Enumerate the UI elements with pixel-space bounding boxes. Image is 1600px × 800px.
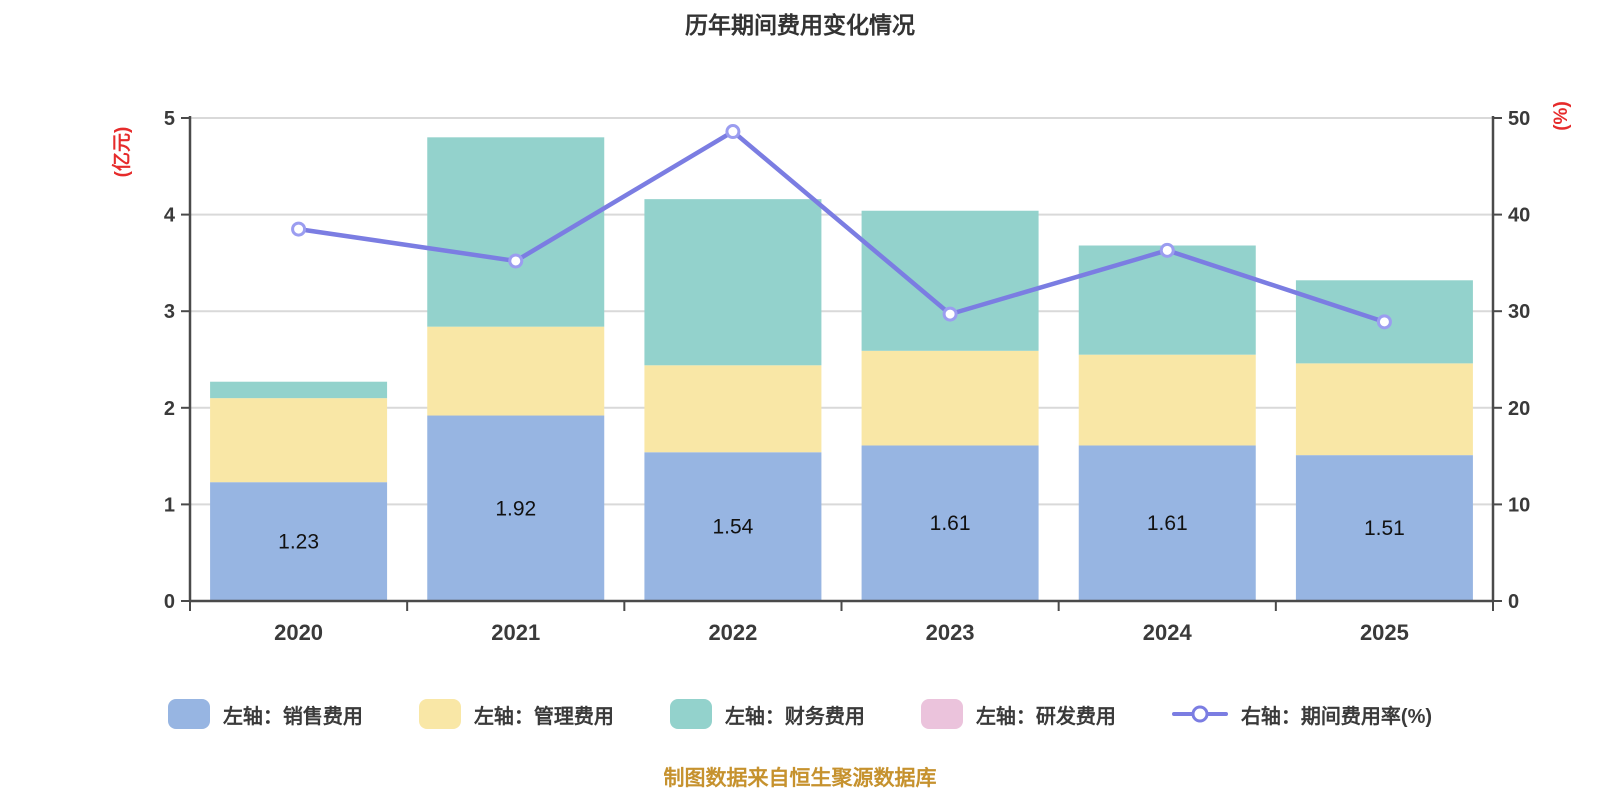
expense-ratio-point-2025[interactable] <box>1376 314 1392 330</box>
legend-label-finance-expense: 左轴：财务费用 <box>724 705 865 728</box>
legend-label-rd-expense: 左轴：研发费用 <box>975 705 1116 728</box>
bar-segment-左轴：销售费用-2022[interactable] <box>644 452 822 601</box>
expense-ratio-line <box>296 129 1387 325</box>
y-axis-left-tick-label: 2 <box>164 398 175 420</box>
bar-value-label-2024: 1.61 <box>1147 512 1188 535</box>
bar-segment-左轴：管理费用-2023[interactable] <box>861 350 1039 446</box>
legend-swatch-sales-expense <box>167 699 210 729</box>
bar-segment-左轴：财务费用-2023[interactable] <box>861 210 1039 351</box>
chart-title: 历年期间费用变化情况 <box>685 12 915 38</box>
y-axis-left-tick-label: 5 <box>164 108 175 130</box>
bar-segment-左轴：管理费用-2025[interactable] <box>1295 363 1473 456</box>
bar-value-label-2023: 1.61 <box>930 512 971 535</box>
x-axis-label-2024: 2024 <box>1143 620 1193 645</box>
y-axis-right-tick-label: 40 <box>1508 205 1530 227</box>
x-axis-label-2023: 2023 <box>926 620 975 645</box>
legend-swatch-finance-expense <box>669 699 712 729</box>
y-axis-left-tick-label: 1 <box>164 494 175 516</box>
x-axis-label-2020: 2020 <box>274 620 323 645</box>
expense-ratio-point-2020[interactable] <box>291 221 307 237</box>
y-axis-left-tick-label: 3 <box>164 301 175 323</box>
bar-segment-左轴：财务费用-2020[interactable] <box>210 381 388 399</box>
y-axis-right-tick-label: 20 <box>1508 398 1530 420</box>
expense-ratio-point-2023[interactable] <box>942 306 958 322</box>
bar-value-label-2022: 1.54 <box>712 516 753 539</box>
bar-segment-左轴：管理费用-2024[interactable] <box>1078 354 1256 446</box>
y-axis-left-tick-label: 0 <box>164 591 175 613</box>
y-axis-left-tick-label: 4 <box>164 205 176 227</box>
bar-segment-左轴：销售费用-2025[interactable] <box>1295 455 1473 601</box>
bar-segment-左轴：销售费用-2023[interactable] <box>861 445 1039 601</box>
x-axis-label-2022: 2022 <box>708 620 757 645</box>
bar-value-label-2020: 1.23 <box>278 531 319 554</box>
x-axis-label-2025: 2025 <box>1360 620 1409 645</box>
right-axis-unit-label: (%) <box>1551 101 1572 131</box>
bar-segment-左轴：财务费用-2024[interactable] <box>1078 245 1256 355</box>
expense-ratio-point-2022[interactable] <box>725 124 741 140</box>
bar-segment-左轴：销售费用-2020[interactable] <box>210 482 388 601</box>
legend: 左轴：销售费用 左轴：管理费用 左轴：财务费用 左轴：研发费用 右轴：期间费用率… <box>0 699 1600 729</box>
legend-label-admin-expense: 左轴：管理费用 <box>473 705 614 728</box>
legend-item-sales-expense[interactable]: 左轴：销售费用 <box>167 699 363 729</box>
legend-swatch-admin-expense <box>418 699 461 729</box>
expense-ratio-point-2021[interactable] <box>508 253 524 269</box>
y-axis-right-tick-label: 0 <box>1508 591 1519 613</box>
legend-item-expense-ratio[interactable]: 右轴：期间费用率(%) <box>1171 699 1433 729</box>
legend-item-finance-expense[interactable]: 左轴：财务费用 <box>669 699 865 729</box>
bar-segment-左轴：管理费用-2022[interactable] <box>644 365 822 453</box>
bar-segment-左轴：管理费用-2020[interactable] <box>210 398 388 483</box>
bar-segment-左轴：销售费用-2024[interactable] <box>1078 445 1256 601</box>
bar-segment-左轴：管理费用-2021[interactable] <box>427 326 605 416</box>
legend-item-rd-expense[interactable]: 左轴：研发费用 <box>920 699 1116 729</box>
bar-value-label-2021: 1.92 <box>495 497 536 520</box>
bar-segment-左轴：财务费用-2022[interactable] <box>644 199 822 366</box>
y-axis-right-tick-label: 10 <box>1508 494 1530 516</box>
bar-segment-左轴：财务费用-2021[interactable] <box>427 137 605 327</box>
bar-segment-左轴：销售费用-2021[interactable] <box>427 415 605 601</box>
legend-item-admin-expense[interactable]: 左轴：管理费用 <box>418 699 614 729</box>
source-note: 制图数据来自恒生聚源数据库 <box>663 767 937 790</box>
expense-ratio-point-2024[interactable] <box>1159 242 1175 258</box>
y-axis-right-tick-label: 30 <box>1508 301 1530 323</box>
left-axis-unit-label: (亿元) <box>110 127 133 178</box>
legend-label-expense-ratio: 右轴：期间费用率(%) <box>1240 705 1433 728</box>
legend-label-sales-expense: 左轴：销售费用 <box>222 705 363 728</box>
bar-value-label-2025: 1.51 <box>1364 517 1405 540</box>
x-axis-label-2021: 2021 <box>491 620 540 645</box>
legend-line-marker-icon <box>1171 699 1228 729</box>
legend-swatch-rd-expense <box>920 699 963 729</box>
y-axis-right-tick-label: 50 <box>1508 108 1530 130</box>
